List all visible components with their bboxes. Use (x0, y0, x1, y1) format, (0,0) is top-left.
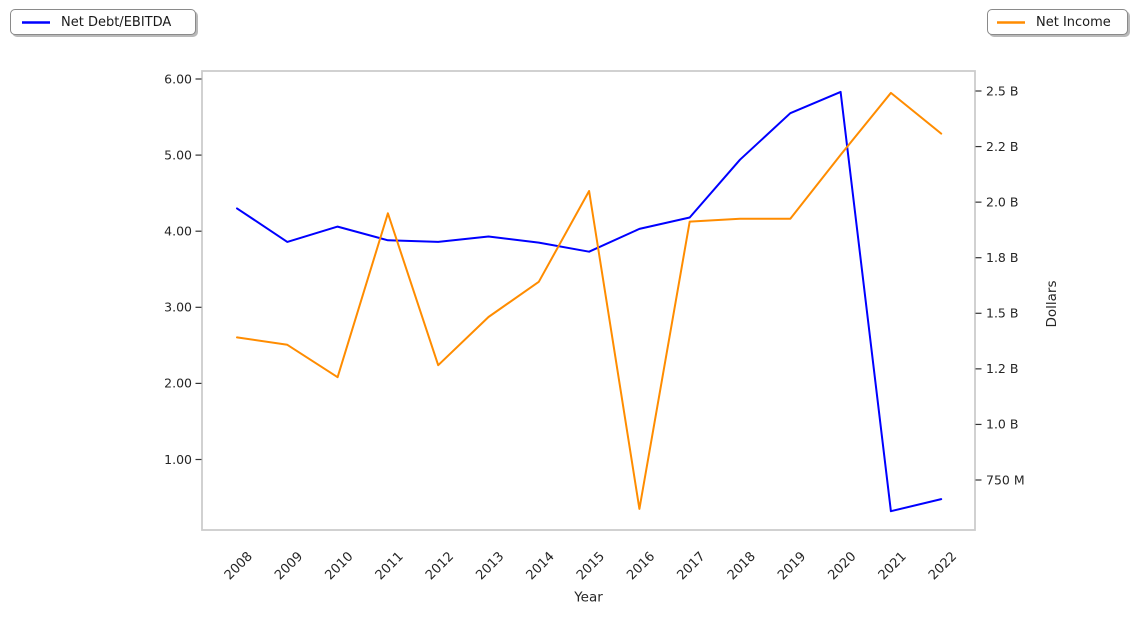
x-tick-label: 2009 (272, 549, 306, 583)
y-left-tick-label: 1.00 (164, 452, 192, 467)
y-right-tick-label: 2.2 B (986, 139, 1018, 154)
x-tick-label: 2012 (423, 549, 457, 583)
y-right-tick-label: 1.0 B (986, 417, 1018, 432)
x-tick-label: 2014 (524, 549, 558, 583)
x-tick-label: 2013 (473, 549, 507, 583)
plot-frame (201, 70, 976, 531)
x-tick-label: 2019 (775, 549, 809, 583)
y-left-tick-label: 5.00 (164, 147, 192, 162)
y-right-tick-label: 750 M (986, 472, 1025, 487)
y-right-tick-label: 2.5 B (986, 83, 1018, 98)
x-tick-label: 2011 (373, 549, 407, 583)
x-tick-label: 2018 (725, 549, 759, 583)
x-tick-label: 2017 (675, 549, 709, 583)
y-right-tick-label: 1.5 B (986, 306, 1018, 321)
y-left-tick-label: 3.00 (164, 300, 192, 315)
legend-label-net-income: Net Income (1036, 14, 1111, 30)
legend-net-debt-ebitda: Net Debt/EBITDA (10, 9, 196, 35)
x-axis-title: Year (573, 590, 603, 606)
x-tick-label: 2010 (322, 549, 356, 583)
legend-line-swatch-orange (997, 20, 1025, 24)
y-right-tick-label: 1.8 B (986, 250, 1018, 265)
y-left-tick-label: 6.00 (164, 71, 192, 86)
x-tick-label: 2020 (825, 549, 859, 583)
y-left-tick-label: 2.00 (164, 376, 192, 391)
legend-line-swatch-blue (22, 20, 50, 24)
x-tick-label: 2015 (574, 549, 608, 583)
right-y-axis-title: Dollars (1044, 280, 1060, 327)
legend-label-net-debt-ebitda: Net Debt/EBITDA (61, 14, 172, 30)
x-tick-label: 2021 (876, 549, 910, 583)
y-right-tick-label: 2.0 B (986, 194, 1018, 209)
net-income-line (236, 91, 943, 510)
y-right-tick-label: 1.2 B (986, 361, 1018, 376)
net-debt-ebitda-line (236, 90, 943, 513)
x-tick-label: 2022 (926, 549, 960, 583)
y-left-tick-label: 4.00 (164, 224, 192, 239)
x-tick-label: 2016 (624, 549, 658, 583)
x-tick-label: 2008 (222, 549, 256, 583)
legend-net-income: Net Income (987, 9, 1128, 35)
